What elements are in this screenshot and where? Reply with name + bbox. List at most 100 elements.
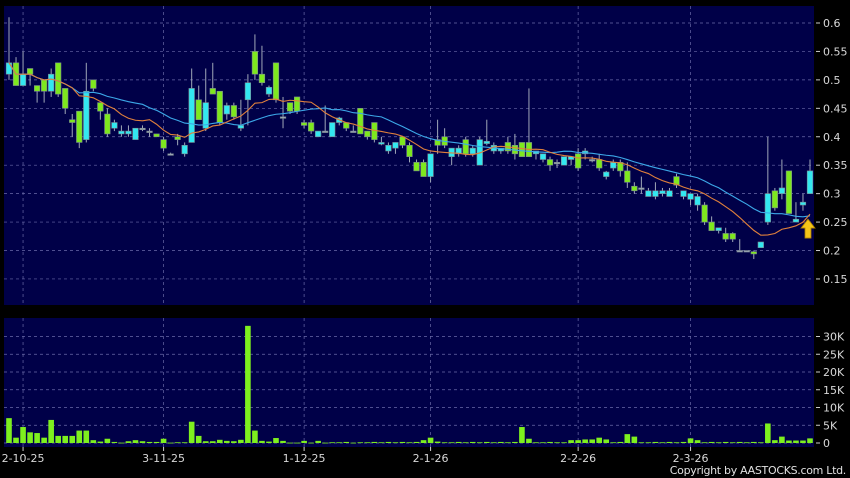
candle-body bbox=[413, 162, 420, 172]
volume-bar bbox=[462, 442, 469, 444]
candle-body bbox=[589, 159, 596, 162]
volume-bar bbox=[533, 442, 539, 444]
candle-body bbox=[19, 73, 27, 86]
volume-bar bbox=[83, 430, 90, 443]
candle-body bbox=[701, 204, 708, 223]
volume-bar bbox=[392, 442, 399, 444]
volume-tick-label: 0 bbox=[823, 437, 830, 450]
candle-body bbox=[55, 62, 62, 95]
candle-body bbox=[322, 130, 329, 133]
candle-body bbox=[385, 144, 392, 152]
candle-body bbox=[750, 251, 757, 255]
volume-bar bbox=[153, 441, 160, 443]
volume-bar bbox=[160, 438, 167, 443]
price-tick-label: 0.35 bbox=[823, 159, 848, 172]
volume-bar bbox=[610, 442, 617, 444]
volume-tick-label: 10K bbox=[823, 402, 845, 415]
candle-body bbox=[659, 190, 666, 194]
candle-body bbox=[272, 62, 280, 101]
volume-bar bbox=[603, 439, 610, 443]
volume-bar bbox=[259, 440, 265, 443]
volume-bar bbox=[624, 434, 631, 443]
volume-bar bbox=[645, 442, 652, 444]
volume-bar bbox=[111, 441, 118, 443]
volume-bar bbox=[589, 439, 595, 443]
volume-bar bbox=[483, 441, 490, 443]
volume-bar bbox=[104, 438, 111, 443]
volume-bar bbox=[146, 441, 153, 443]
volume-bar bbox=[62, 435, 69, 443]
volume-bar bbox=[715, 442, 722, 444]
candle-body bbox=[41, 79, 48, 92]
candle-body bbox=[195, 99, 202, 120]
candle-body bbox=[764, 193, 771, 223]
volume-bar bbox=[195, 435, 202, 443]
volume-bar bbox=[793, 440, 799, 443]
volume-bar bbox=[547, 441, 553, 443]
candle-body bbox=[223, 105, 230, 115]
volume-bar bbox=[27, 432, 33, 443]
candle-body bbox=[687, 193, 694, 200]
candle-body bbox=[132, 127, 139, 140]
volume-bar bbox=[174, 442, 181, 444]
volume-bar bbox=[469, 441, 476, 443]
volume-bar bbox=[505, 442, 511, 444]
candle-body bbox=[694, 196, 701, 206]
x-tick-label: 2-1-26 bbox=[413, 452, 449, 465]
candle-body bbox=[174, 136, 181, 140]
price-tick-label: 0.6 bbox=[823, 17, 841, 30]
candle-body bbox=[666, 190, 673, 197]
volume-bar bbox=[554, 442, 560, 444]
volume-bar bbox=[512, 441, 518, 443]
price-tick-label: 0.4 bbox=[823, 131, 841, 144]
candle-body bbox=[251, 51, 259, 75]
volume-bar bbox=[448, 442, 455, 444]
volume-bar bbox=[434, 441, 441, 443]
candle-body bbox=[69, 119, 76, 123]
up-arrow-shape bbox=[800, 218, 816, 239]
candle-body bbox=[575, 153, 582, 169]
volume-bar bbox=[69, 435, 76, 443]
volume-bar bbox=[167, 442, 174, 444]
volume-tick-label: 5K bbox=[823, 419, 838, 432]
candle-body bbox=[48, 73, 55, 92]
volume-bar bbox=[526, 438, 532, 443]
volume-bar bbox=[765, 423, 771, 443]
candle-body bbox=[125, 130, 132, 135]
x-tick-label: 2-3-26 bbox=[673, 452, 709, 465]
candle-body bbox=[603, 171, 610, 177]
volume-bar bbox=[280, 440, 286, 443]
volume-bar bbox=[294, 442, 300, 444]
candle-body bbox=[708, 221, 715, 231]
candle-body bbox=[258, 73, 266, 84]
volume-bar bbox=[758, 442, 764, 444]
candle-body bbox=[315, 130, 322, 138]
volume-bar bbox=[118, 442, 125, 444]
x-tick-label: 1-12-25 bbox=[283, 452, 326, 465]
volume-bar bbox=[673, 442, 680, 444]
volume-bar bbox=[659, 442, 666, 444]
x-tick-label: 2-10-25 bbox=[2, 452, 45, 465]
copyright-text: Copyright by AASTOCKS.com Ltd. bbox=[669, 464, 847, 477]
volume-bar bbox=[779, 436, 785, 443]
volume-bar bbox=[800, 440, 806, 443]
candle-body bbox=[631, 185, 638, 192]
volume-bar bbox=[729, 442, 736, 444]
candle-body bbox=[153, 133, 160, 138]
volume-bar bbox=[322, 442, 328, 444]
volume-bar bbox=[301, 440, 307, 443]
candle-body bbox=[104, 113, 111, 135]
candle-body bbox=[209, 88, 216, 95]
candle-body bbox=[216, 90, 223, 123]
candle-body bbox=[455, 147, 462, 155]
candle-body bbox=[26, 68, 34, 75]
volume-bar bbox=[420, 440, 427, 443]
volume-bar bbox=[231, 441, 237, 443]
candle-body bbox=[722, 233, 729, 240]
candle-body bbox=[329, 122, 336, 138]
volume-bar bbox=[252, 430, 258, 443]
volume-bar bbox=[188, 421, 195, 443]
candle-body bbox=[62, 88, 69, 109]
volume-bar bbox=[631, 436, 638, 443]
candle-body bbox=[279, 116, 287, 119]
